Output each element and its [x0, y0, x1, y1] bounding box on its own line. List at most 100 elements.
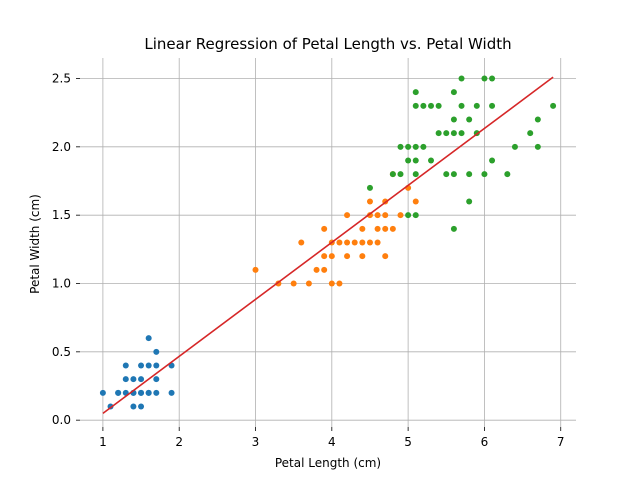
data-point-series-3	[481, 75, 488, 82]
data-point-series-1	[145, 335, 152, 342]
data-point-series-2	[374, 212, 381, 219]
data-point-series-3	[412, 157, 419, 164]
data-point-series-3	[466, 116, 473, 123]
data-point-series-2	[305, 280, 312, 287]
data-point-series-2	[382, 225, 389, 232]
data-point-series-2	[313, 266, 320, 273]
data-point-series-1	[138, 376, 145, 383]
data-point-series-3	[420, 143, 427, 150]
x-tick-label: 3	[252, 435, 260, 449]
x-tick-label: 2	[175, 435, 183, 449]
data-point-series-3	[450, 225, 457, 232]
chart-title: Linear Regression of Petal Length vs. Pe…	[144, 35, 511, 53]
data-point-series-3	[412, 143, 419, 150]
data-point-series-3	[412, 102, 419, 109]
data-point-series-3	[420, 102, 427, 109]
y-tick-label: 0.0	[52, 413, 71, 427]
data-point-series-3	[527, 130, 534, 137]
data-point-series-1	[145, 389, 152, 396]
data-point-series-2	[321, 253, 328, 260]
data-point-series-3	[450, 171, 457, 178]
y-axis-label: Petal Width (cm)	[28, 194, 42, 294]
data-point-series-1	[168, 389, 175, 396]
data-point-series-2	[252, 266, 259, 273]
data-point-series-2	[359, 225, 366, 232]
data-point-series-2	[351, 239, 358, 246]
data-point-series-3	[466, 198, 473, 205]
data-point-series-2	[298, 239, 305, 246]
data-point-series-2	[344, 253, 351, 260]
data-point-series-2	[366, 198, 373, 205]
data-point-series-1	[153, 348, 160, 355]
data-point-series-1	[145, 362, 152, 369]
data-point-series-3	[435, 130, 442, 137]
data-point-series-3	[466, 171, 473, 178]
data-point-series-3	[366, 184, 373, 191]
data-point-series-3	[435, 102, 442, 109]
data-point-series-2	[321, 266, 328, 273]
data-point-series-3	[534, 116, 541, 123]
data-point-series-3	[550, 102, 557, 109]
data-point-series-3	[412, 89, 419, 96]
data-point-series-1	[130, 403, 137, 410]
data-point-series-1	[153, 362, 160, 369]
data-point-series-2	[359, 239, 366, 246]
data-point-series-2	[366, 239, 373, 246]
data-point-series-3	[405, 143, 412, 150]
x-tick-label: 1	[99, 435, 107, 449]
data-point-series-3	[389, 171, 396, 178]
data-points	[99, 75, 557, 410]
data-point-series-3	[397, 171, 404, 178]
data-point-series-2	[321, 225, 328, 232]
data-point-series-1	[122, 376, 129, 383]
data-point-series-3	[443, 171, 450, 178]
y-tick-label: 1.0	[52, 277, 71, 291]
data-point-series-3	[412, 212, 419, 219]
data-point-series-1	[99, 389, 106, 396]
data-point-series-2	[412, 198, 419, 205]
data-point-series-2	[344, 239, 351, 246]
data-point-series-1	[115, 389, 122, 396]
data-point-series-3	[458, 130, 465, 137]
data-point-series-3	[428, 157, 435, 164]
data-point-series-2	[290, 280, 297, 287]
data-point-series-3	[405, 212, 412, 219]
x-tick-label: 4	[328, 435, 336, 449]
data-point-series-3	[534, 143, 541, 150]
x-tick-label: 6	[481, 435, 489, 449]
data-point-series-3	[511, 143, 518, 150]
regression-line	[102, 76, 554, 414]
data-point-series-3	[428, 102, 435, 109]
data-point-series-2	[328, 253, 335, 260]
data-point-series-3	[412, 171, 419, 178]
data-point-series-3	[489, 75, 496, 82]
y-axis-ticks: 0.0 0.5 1.0 1.5 2.0 2.5	[52, 72, 80, 427]
data-point-series-2	[382, 253, 389, 260]
data-point-series-2	[382, 212, 389, 219]
x-tick-label: 5	[404, 435, 412, 449]
data-point-series-2	[328, 280, 335, 287]
data-point-series-2	[336, 239, 343, 246]
data-point-series-2	[359, 253, 366, 260]
data-point-series-1	[153, 389, 160, 396]
data-point-series-3	[504, 171, 511, 178]
data-point-series-3	[397, 143, 404, 150]
y-tick-label: 2.5	[52, 72, 71, 86]
data-point-series-2	[389, 225, 396, 232]
data-point-series-3	[489, 157, 496, 164]
data-point-series-3	[481, 171, 488, 178]
data-point-series-3	[450, 130, 457, 137]
data-point-series-1	[130, 376, 137, 383]
data-point-series-3	[458, 102, 465, 109]
data-point-series-3	[450, 89, 457, 96]
data-point-series-2	[374, 239, 381, 246]
data-point-series-1	[122, 362, 129, 369]
data-point-series-1	[138, 362, 145, 369]
data-point-series-1	[138, 389, 145, 396]
grid-lines	[80, 58, 576, 427]
regression-line-group	[102, 76, 554, 414]
data-point-series-2	[336, 280, 343, 287]
x-axis-label: Petal Length (cm)	[275, 456, 381, 470]
data-point-series-2	[397, 212, 404, 219]
